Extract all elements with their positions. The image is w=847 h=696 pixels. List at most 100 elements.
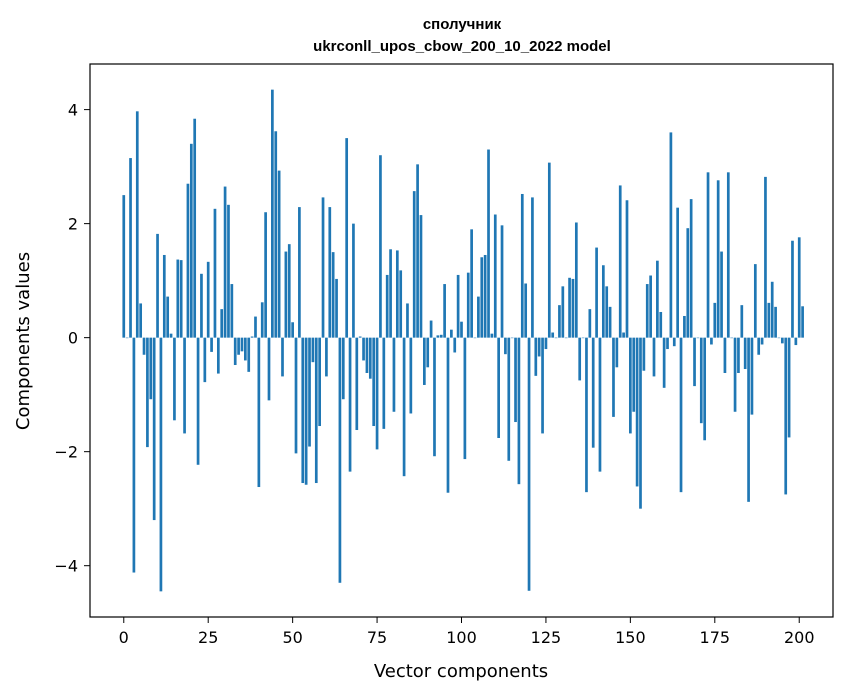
bar bbox=[477, 296, 480, 338]
bar bbox=[480, 257, 484, 338]
bar bbox=[679, 337, 683, 493]
bar bbox=[497, 337, 500, 438]
bar bbox=[260, 302, 264, 338]
bar bbox=[281, 337, 284, 377]
bar bbox=[267, 337, 271, 401]
bar bbox=[173, 337, 176, 421]
bar bbox=[537, 337, 541, 357]
bar bbox=[162, 254, 166, 338]
bar bbox=[588, 309, 592, 338]
bar bbox=[395, 250, 399, 338]
bar bbox=[146, 337, 149, 448]
bar bbox=[683, 315, 686, 338]
bar bbox=[666, 337, 669, 350]
bar bbox=[257, 337, 261, 488]
bar bbox=[433, 337, 436, 457]
bar bbox=[463, 337, 467, 460]
bar bbox=[470, 229, 473, 338]
bar bbox=[301, 337, 305, 484]
bar bbox=[558, 305, 561, 338]
bar bbox=[801, 306, 804, 338]
bar bbox=[213, 208, 217, 338]
bar bbox=[720, 251, 723, 338]
bar bbox=[345, 138, 349, 338]
bar bbox=[409, 337, 413, 414]
bar bbox=[416, 164, 419, 338]
x-axis-ticks: 0 25 50 75 100 125 150 175 200 bbox=[119, 617, 815, 647]
bar bbox=[264, 212, 267, 338]
y-tick-label: −2 bbox=[54, 443, 78, 462]
bar bbox=[487, 149, 490, 338]
bar bbox=[780, 337, 784, 344]
bar bbox=[608, 306, 612, 338]
bar bbox=[737, 337, 740, 373]
bar bbox=[757, 337, 761, 355]
bar bbox=[612, 337, 615, 417]
bar bbox=[402, 337, 406, 477]
bar bbox=[294, 337, 298, 454]
bar bbox=[764, 176, 767, 338]
bar bbox=[125, 337, 129, 339]
x-tick-label: 125 bbox=[531, 628, 562, 647]
bar bbox=[605, 286, 609, 338]
bar bbox=[676, 207, 679, 338]
bar bbox=[193, 118, 197, 338]
bar bbox=[122, 195, 126, 338]
bar bbox=[368, 337, 372, 379]
chart-subtitle: ukrconll_upos_cbow_200_10_2022 model bbox=[313, 38, 611, 55]
x-tick-label: 0 bbox=[119, 628, 129, 647]
bar bbox=[446, 337, 450, 493]
bar bbox=[507, 337, 511, 461]
bar bbox=[250, 336, 254, 338]
y-axis-ticks: −4 −2 0 2 4 bbox=[54, 101, 90, 576]
bar bbox=[750, 337, 754, 415]
bar bbox=[227, 204, 230, 338]
bar bbox=[541, 337, 544, 434]
bar bbox=[510, 337, 514, 339]
bar bbox=[375, 337, 379, 450]
bar bbox=[237, 337, 240, 355]
bar bbox=[591, 337, 595, 448]
bar bbox=[595, 247, 598, 338]
bar bbox=[649, 275, 652, 338]
y-tick-label: 2 bbox=[68, 215, 78, 234]
bar bbox=[355, 337, 359, 431]
bar bbox=[176, 259, 180, 338]
x-tick-label: 100 bbox=[446, 628, 477, 647]
bar bbox=[760, 337, 764, 345]
bar bbox=[244, 337, 247, 361]
bar bbox=[672, 337, 676, 347]
bar bbox=[693, 337, 696, 387]
bar bbox=[186, 183, 190, 338]
bar bbox=[571, 278, 575, 338]
bar bbox=[443, 284, 446, 338]
bar bbox=[426, 337, 430, 368]
x-tick-label: 75 bbox=[367, 628, 387, 647]
bar bbox=[152, 337, 156, 521]
bar bbox=[787, 337, 791, 438]
bar bbox=[574, 222, 578, 338]
bar bbox=[534, 337, 538, 376]
bar bbox=[517, 337, 521, 485]
bar bbox=[284, 251, 288, 338]
bar bbox=[325, 337, 328, 377]
bar bbox=[500, 225, 504, 338]
bar bbox=[696, 337, 700, 339]
bar bbox=[774, 306, 777, 338]
bar bbox=[298, 207, 301, 338]
bar bbox=[791, 240, 794, 338]
bar bbox=[412, 191, 416, 338]
bar bbox=[423, 337, 426, 385]
bar bbox=[304, 337, 308, 485]
bar bbox=[156, 233, 159, 338]
x-tick-label: 150 bbox=[615, 628, 646, 647]
bar bbox=[578, 337, 582, 381]
bar bbox=[564, 337, 568, 339]
plot-frame bbox=[89, 63, 834, 618]
bar bbox=[581, 337, 585, 339]
bar bbox=[456, 274, 460, 338]
bar bbox=[598, 337, 602, 472]
bar bbox=[220, 309, 224, 338]
bar bbox=[753, 264, 757, 338]
bar bbox=[713, 302, 717, 338]
